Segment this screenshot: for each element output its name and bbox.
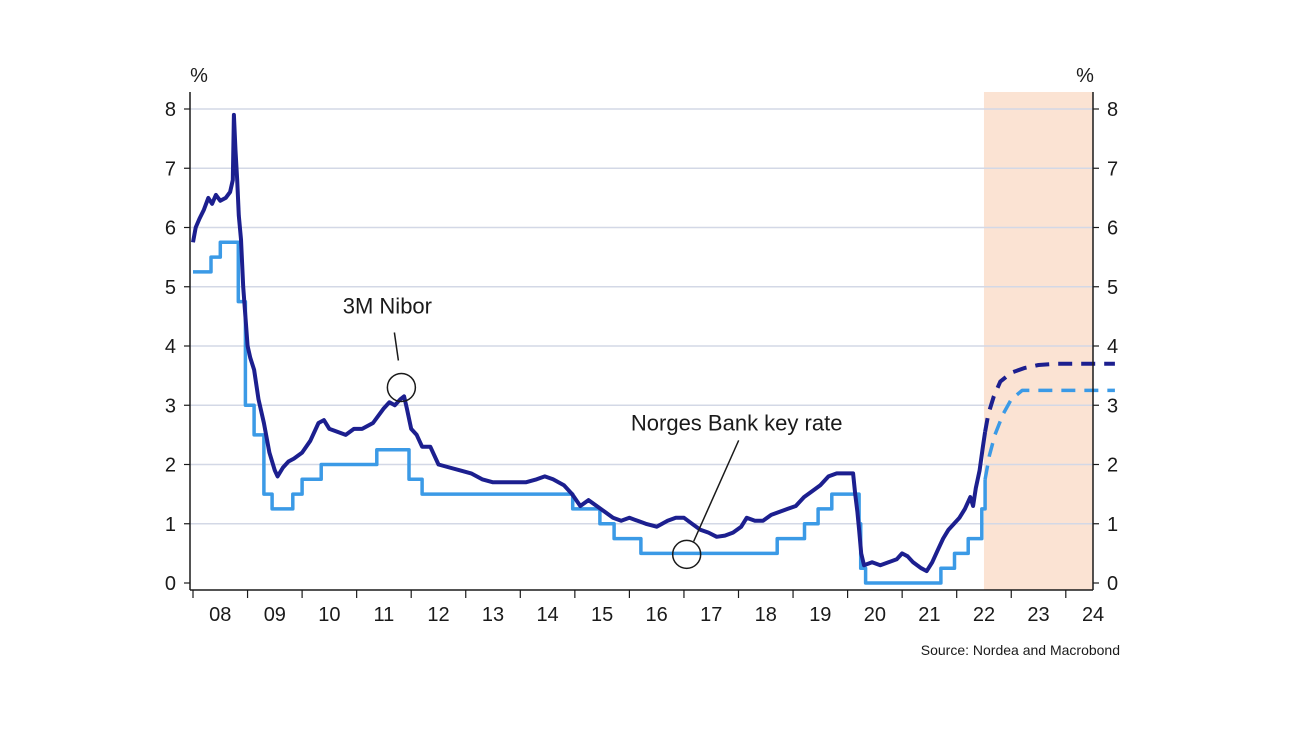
annotation-leader-keyrate — [692, 440, 740, 542]
annotation-circle-keyrate — [671, 539, 702, 570]
norges-bank-key-rate-forecast-line — [983, 388, 1115, 480]
y-tick-label-left: 6 — [165, 218, 176, 240]
y-tick-label-right: 5 — [1107, 277, 1118, 299]
x-tick-label: 17 — [700, 604, 722, 626]
y-tick-label-left: 3 — [165, 395, 176, 417]
y-tick-label-left: 5 — [165, 277, 176, 299]
x-tick-label: 12 — [427, 604, 449, 626]
x-tick-label: 21 — [918, 604, 940, 626]
annotation-label-keyrate: Norges Bank key rate — [631, 410, 843, 435]
x-tick-label: 10 — [318, 604, 340, 626]
gridlines — [190, 108, 1093, 525]
x-tick-label: 15 — [591, 604, 613, 626]
annotation-leader-nibor — [393, 332, 400, 361]
y-tick-label-right: 1 — [1107, 514, 1118, 536]
x-tick-label: 24 — [1082, 604, 1104, 626]
y-tick-label-left: 2 — [165, 455, 176, 477]
y-tick-label-right: 3 — [1107, 395, 1118, 417]
y-tick-label-left: 8 — [165, 99, 176, 121]
y-tick-label-left: 7 — [165, 158, 176, 180]
y-tick-label-left: 0 — [165, 573, 176, 595]
annotation-circle-nibor — [386, 372, 417, 403]
3m-nibor-line — [191, 112, 988, 574]
annotation-label-nibor: 3M Nibor — [343, 293, 432, 318]
x-tick-label: 11 — [374, 604, 395, 626]
x-tick-label: 19 — [809, 604, 831, 626]
x-tick-label: 23 — [1027, 604, 1049, 626]
x-tick-label: 14 — [536, 604, 558, 626]
x-tick-label: 22 — [973, 604, 995, 626]
forecast-shading — [983, 92, 1093, 590]
x-tick-label: 16 — [646, 604, 668, 626]
y-tick-label-left: 4 — [165, 336, 176, 358]
y-unit-left: % — [190, 65, 208, 87]
x-tick-label: 13 — [482, 604, 504, 626]
x-tick-label: 20 — [864, 604, 886, 626]
x-tick-label: 08 — [209, 604, 231, 626]
x-tick-label: 18 — [755, 604, 777, 626]
series-layer — [191, 112, 1115, 585]
y-tick-label-right: 7 — [1107, 158, 1118, 180]
3m-nibor-forecast-line — [983, 361, 1115, 433]
y-tick-label-left: 1 — [165, 514, 176, 536]
y-tick-label-right: 0 — [1107, 573, 1118, 595]
x-tick-label: 09 — [264, 604, 286, 626]
y-tick-label-right: 4 — [1107, 336, 1118, 358]
axes: 0 01 12 23 34 45 56 67 78 808 09 10 11 12 13 14 15 16 17 18… — [165, 92, 1118, 626]
y-tick-label-right: 8 — [1107, 99, 1118, 121]
annotations: 3M Nibor Norges Bank key rate — [343, 293, 843, 570]
y-tick-label-right: 6 — [1107, 218, 1118, 240]
y-unit-right: % — [1076, 65, 1094, 87]
norges-bank-key-rate-line — [193, 240, 987, 585]
y-tick-label-right: 2 — [1107, 455, 1118, 477]
source-note: Source: Nordea and Macrobond — [921, 642, 1120, 658]
